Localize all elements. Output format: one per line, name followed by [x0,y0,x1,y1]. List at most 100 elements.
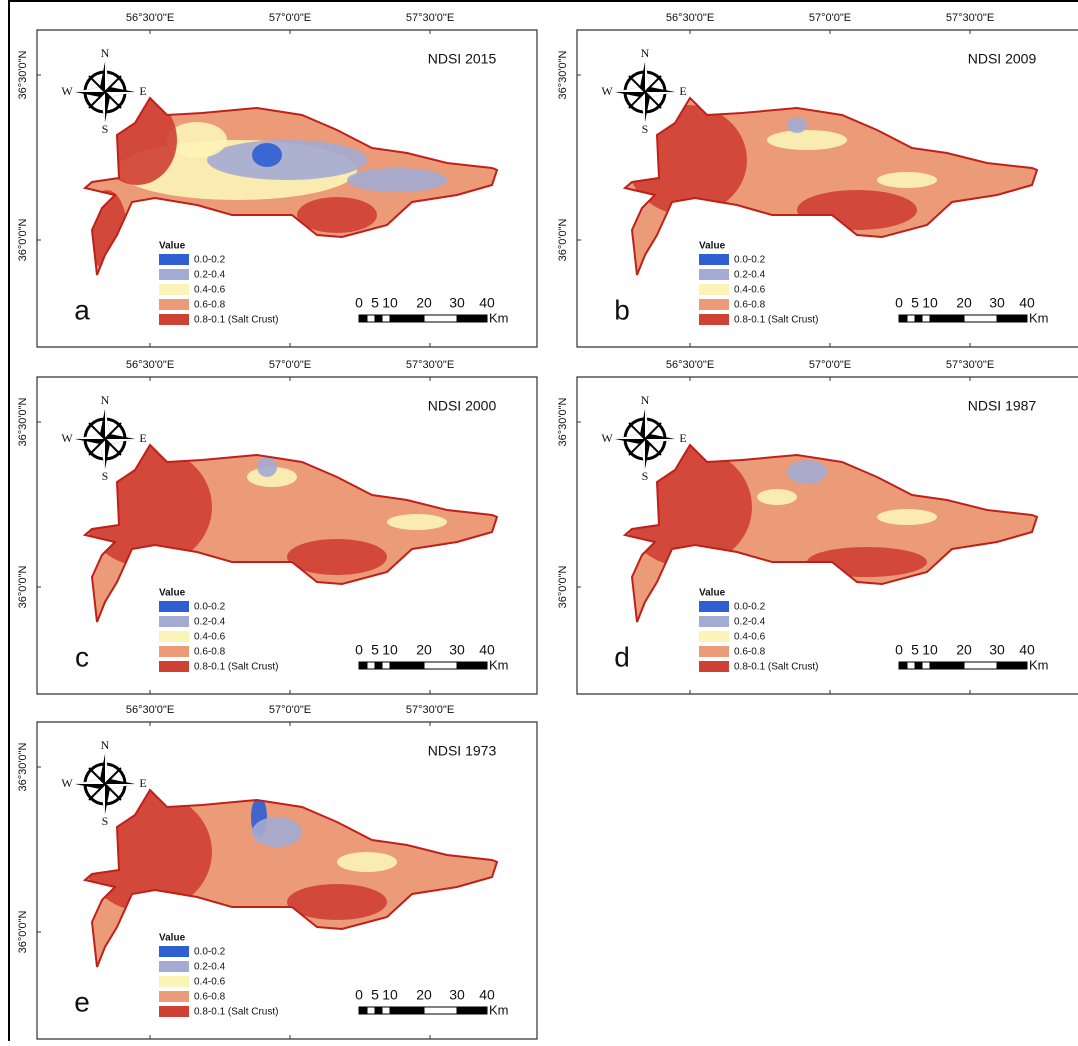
latitude-label: 36°30'0"N [17,742,29,791]
scale-segment [930,662,964,669]
legend-swatch [159,946,189,957]
scale-label: 5 [911,295,919,311]
scale-label: 40 [1019,642,1035,658]
scale-segment [457,1007,487,1014]
scale-segment [382,315,390,322]
scale-unit: Km [489,1002,509,1017]
scale-segment [457,662,487,669]
legend-title: Value [159,588,186,599]
latitude-label: 36°0'0"N [557,566,569,609]
legend-swatch [159,601,189,612]
longitude-label: 57°0'0"E [269,12,311,24]
scale-segment [424,315,457,322]
scale-label: 30 [989,295,1005,311]
scale-label: 0 [895,295,903,311]
scale-label: 5 [371,642,379,658]
legend-title: Value [159,933,186,944]
scale-segment [359,662,367,669]
patch [252,817,302,847]
longitude-label: 57°0'0"E [269,704,311,716]
legend-label: 0.0-0.2 [734,602,766,613]
scale-unit: Km [1029,657,1049,672]
legend-swatch [699,314,729,325]
scale-segment [375,1007,382,1014]
scale-label: 5 [371,987,379,1003]
legend-label: 0.2-0.4 [734,270,766,281]
scale-label: 20 [956,642,972,658]
legend-title: Value [699,588,726,599]
legend-swatch [699,646,729,657]
scale-segment [922,662,930,669]
scale-segment [390,315,424,322]
patch [622,447,752,567]
longitude-label: 56°30'0"E [666,12,714,24]
scale-segment [424,662,457,669]
panel-letter: a [74,294,90,325]
legend-label: 0.4-0.6 [194,977,226,988]
scale-label: 20 [416,642,432,658]
legend-label: 0.2-0.4 [194,962,226,973]
panel-letter: b [614,294,630,325]
legend-swatch [159,991,189,1002]
scale-segment [907,315,915,322]
patch [347,168,447,192]
scale-label: 10 [382,987,398,1003]
scale-segment [930,315,964,322]
longitude-label: 56°30'0"E [126,704,174,716]
legend-swatch [699,631,729,642]
scale-segment [367,662,375,669]
scale-segment [907,662,915,669]
scale-label: 0 [895,642,903,658]
scale-segment [375,662,382,669]
patch [97,95,177,185]
legend-label: 0.0-0.2 [194,602,226,613]
scale-label: 30 [989,642,1005,658]
legend-swatch [159,661,189,672]
scale-segment [915,315,922,322]
latitude-label: 36°30'0"N [17,50,29,99]
compass-letter: W [601,84,613,98]
legend-label: 0.0-0.2 [194,255,226,266]
legend-swatch [159,976,189,987]
scale-segment [964,315,997,322]
legend-label: 0.8-0.1 (Salt Crust) [734,662,818,673]
compass: NESW [601,46,686,136]
compass-letter: S [102,469,109,483]
scale-label: 5 [911,642,919,658]
patch [82,447,212,567]
scale-segment [375,315,382,322]
legend-swatch [159,269,189,280]
scale-label: 30 [449,987,465,1003]
longitude-label: 57°30'0"E [406,704,454,716]
scale-label: 40 [1019,295,1035,311]
scale-label: 0 [355,295,363,311]
scale-unit: Km [1029,310,1049,325]
patch [767,130,847,150]
longitude-label: 57°0'0"E [269,359,311,371]
scale-segment [899,315,907,322]
legend-swatch [159,299,189,310]
legend-label: 0.8-0.1 (Salt Crust) [734,315,818,326]
legend-swatch [699,284,729,295]
scale-label: 20 [956,295,972,311]
legend-label: 0.2-0.4 [194,617,226,628]
longitude-label: 57°30'0"E [946,359,994,371]
compass-letter: N [101,46,110,60]
compass-letter: E [139,84,146,98]
scale-unit: Km [489,657,509,672]
scale-label: 40 [479,987,495,1003]
scale-label: 0 [355,642,363,658]
patch [252,143,282,167]
compass: NESW [61,738,146,828]
patch [757,489,797,505]
scale-segment [367,315,375,322]
patch [387,514,447,530]
legend-label: 0.4-0.6 [734,285,766,296]
scale-segment [382,1007,390,1014]
compass-letter: E [139,431,146,445]
scale-label: 10 [922,642,938,658]
compass-letter: E [139,776,146,790]
legend-title: Value [159,241,186,252]
